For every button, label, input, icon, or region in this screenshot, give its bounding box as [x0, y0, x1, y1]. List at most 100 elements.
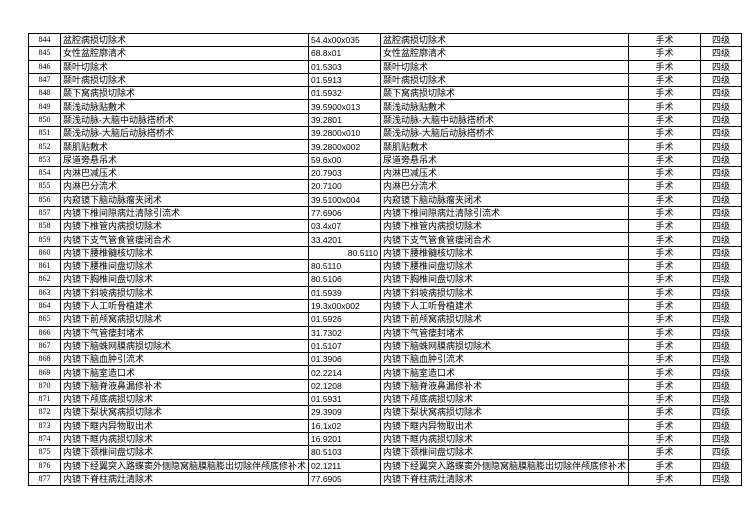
- procedure-name: 内镜下颈椎间盘切除术: [59, 445, 310, 460]
- procedure-name: 颞叶切除术: [59, 59, 310, 74]
- procedure-name: 内镜下腰椎间盘切除术: [59, 259, 310, 274]
- category: 手术: [628, 405, 702, 420]
- procedure-name: 内镜下支气管食管瘘闭合术: [59, 232, 310, 247]
- level: 四级: [700, 431, 743, 447]
- row-number: 857: [28, 205, 61, 221]
- procedure-code: 68.8x01: [308, 46, 382, 61]
- table-row: 868 内镜下脑血肿引流术 01.3906 内镜下脑血肿引流术 手术 四级: [28, 352, 743, 367]
- category: 手术: [628, 32, 702, 48]
- procedure-name-2: 颞浅动脉-大脑中动脉搭桥术: [380, 112, 630, 128]
- level: 四级: [700, 126, 743, 141]
- level: 四级: [700, 219, 743, 234]
- procedure-code: 01.5939: [308, 285, 382, 300]
- row-number: 847: [28, 72, 61, 88]
- level: 四级: [700, 325, 743, 340]
- procedure-code: 01.5931: [308, 392, 382, 407]
- row-number: 858: [28, 219, 61, 234]
- level: 四级: [700, 312, 743, 327]
- row-number: 850: [28, 112, 61, 128]
- category: 手术: [628, 471, 702, 487]
- procedure-name: 颞叶病损切除术: [59, 72, 310, 88]
- procedure-code: 39.5100x004: [308, 192, 382, 207]
- procedure-code: 20.7903: [308, 165, 382, 181]
- procedure-name-2: 女性盆腔廓清术: [380, 46, 630, 61]
- category: 手术: [628, 165, 702, 181]
- procedure-name-2: 内窥镜下脑动脉瘤夹闭术: [380, 192, 630, 207]
- procedure-name-2: 内镜下气管瘘封堵术: [380, 325, 630, 340]
- procedure-code: 80.5110: [308, 245, 382, 261]
- category: 手术: [628, 445, 702, 460]
- row-number: 855: [28, 179, 61, 194]
- level: 四级: [700, 86, 743, 101]
- procedure-code: 59.6x00: [308, 152, 382, 167]
- procedure-name-2: 内淋巴减压术: [380, 165, 630, 181]
- procedure-name: 内镜下脊柱病灶清除术: [59, 471, 310, 487]
- level: 四级: [700, 245, 743, 261]
- row-number: 859: [28, 232, 61, 247]
- level: 四级: [700, 205, 743, 221]
- category: 手术: [628, 192, 702, 207]
- category: 手术: [628, 126, 702, 141]
- category: 手术: [628, 285, 702, 300]
- row-number: 873: [28, 418, 61, 433]
- procedure-name: 内镜下气管瘘封堵术: [59, 325, 310, 340]
- table-row: 871 内镜下颅底病损切除术 01.5931 内镜下颅底病损切除术 手术 四级: [28, 392, 743, 407]
- table-row: 844 盆腔病损切除术 54.4x00x035 盆腔病损切除术 手术 四级: [28, 32, 743, 48]
- procedure-name-2: 内镜下颅底病损切除术: [380, 392, 630, 407]
- category: 手术: [628, 312, 702, 327]
- table-row: 859 内镜下支气管食管瘘闭合术 33.4201 内镜下支气管食管瘘闭合术 手术 四级: [28, 232, 743, 247]
- procedure-name: 颞浅动脉-大脑后动脉搭桥术: [59, 126, 310, 141]
- procedure-name: 颞浅动脉-大脑中动脉搭桥术: [59, 112, 310, 128]
- table-row: 867 内镜下脑蛛网膜病损切除术 01.5107 内镜下脑蛛网膜病损切除术 手术 四级: [28, 338, 743, 354]
- procedure-name-2: 内镜下梨状窝病损切除术: [380, 405, 630, 420]
- procedure-name-2: 尿道旁悬吊术: [380, 152, 630, 167]
- row-number: 845: [28, 46, 61, 61]
- procedure-name-2: 内镜下胸椎间盘切除术: [380, 272, 630, 287]
- table-row: 872 内镜下梨状窝病损切除术 29.3909 内镜下梨状窝病损切除术 手术 四级: [28, 405, 743, 420]
- procedure-name-2: 盆腔病损切除术: [380, 32, 630, 48]
- table-row: 866 内镜下气管瘘封堵术 31.7302 内镜下气管瘘封堵术 手术 四级: [28, 325, 743, 340]
- row-number: 848: [28, 86, 61, 101]
- category: 手术: [628, 392, 702, 407]
- procedure-name: 内镜下斜坡病损切除术: [59, 285, 310, 300]
- level: 四级: [700, 46, 743, 61]
- procedure-name: 内淋巴分流术: [59, 179, 310, 194]
- table-row: 864 内镜下人工听骨植建术 19.3x00x002 内镜下人工听骨植建术 手术 四级: [28, 298, 743, 314]
- procedure-code: 03.4x07: [308, 219, 382, 234]
- procedure-code: 20.7100: [308, 179, 382, 194]
- procedure-name-2: 颞肌贴敷术: [380, 139, 630, 154]
- procedure-name-2: 颞下窝病损切除术: [380, 86, 630, 101]
- table-row: 852 颞肌贴敷术 39.2800x002 颞肌贴敷术 手术 四级: [28, 139, 743, 154]
- procedure-name-2: 内镜下脑室造口术: [380, 365, 630, 380]
- row-number: 867: [28, 338, 61, 354]
- table-row: 857 内镜下椎间隙病灶清除引流术 77.6906 内镜下椎间隙病灶清除引流术 手术 四级: [28, 205, 743, 221]
- procedure-name-2: 内镜下眶内病损切除术: [380, 431, 630, 447]
- procedure-code: 39.2801: [308, 112, 382, 128]
- procedure-name-2: 内淋巴分流术: [380, 179, 630, 194]
- row-number: 872: [28, 405, 61, 420]
- procedure-name: 内镜下人工听骨植建术: [59, 298, 310, 314]
- procedure-name: 女性盆腔廓清术: [59, 46, 310, 61]
- row-number: 864: [28, 298, 61, 314]
- level: 四级: [700, 232, 743, 247]
- procedure-name-2: 内镜下人工听骨植建术: [380, 298, 630, 314]
- table-row: 846 颞叶切除术 01.5303 颞叶切除术 手术 四级: [28, 59, 743, 74]
- row-number: 853: [28, 152, 61, 167]
- row-number: 876: [28, 458, 61, 473]
- level: 四级: [700, 259, 743, 274]
- procedure-name-2: 内镜下前颅窝病损切除术: [380, 312, 630, 327]
- category: 手术: [628, 152, 702, 167]
- procedure-name-2: 颞叶病损切除术: [380, 72, 630, 88]
- row-number: 865: [28, 312, 61, 327]
- table-row: 861 内镜下腰椎间盘切除术 80.5110 内镜下腰椎间盘切除术 手术 四级: [28, 259, 743, 274]
- table-row: 847 颞叶病损切除术 01.5913 颞叶病损切除术 手术 四级: [28, 72, 743, 88]
- level: 四级: [700, 59, 743, 74]
- procedure-name: 内镜下梨状窝病损切除术: [59, 405, 310, 420]
- table-row: 877 内镜下脊柱病灶清除术 77.6905 内镜下脊柱病灶清除术 手术 四级: [28, 471, 743, 487]
- level: 四级: [700, 112, 743, 128]
- procedure-name-2: 内镜下脊柱病灶清除术: [380, 471, 630, 487]
- procedure-code: 33.4201: [308, 232, 382, 247]
- category: 手术: [628, 365, 702, 380]
- procedure-name: 内镜下椎间隙病灶清除引流术: [59, 205, 310, 221]
